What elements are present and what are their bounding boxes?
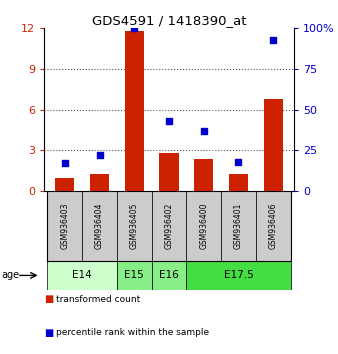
Text: transformed count: transformed count bbox=[56, 295, 140, 304]
Point bbox=[62, 161, 68, 166]
Bar bbox=[125, 31, 144, 191]
Text: percentile rank within the sample: percentile rank within the sample bbox=[56, 328, 209, 337]
Bar bbox=[117, 261, 152, 290]
Bar bbox=[47, 191, 291, 261]
Text: GSM936402: GSM936402 bbox=[165, 202, 173, 249]
Text: GSM936400: GSM936400 bbox=[199, 202, 208, 249]
Bar bbox=[194, 159, 213, 191]
Text: GSM936404: GSM936404 bbox=[95, 202, 104, 249]
Text: ■: ■ bbox=[44, 294, 53, 304]
Bar bbox=[152, 261, 186, 290]
Bar bbox=[264, 99, 283, 191]
Bar bbox=[117, 191, 152, 261]
Bar bbox=[160, 153, 178, 191]
Bar bbox=[47, 261, 117, 290]
Text: GSM936406: GSM936406 bbox=[269, 202, 278, 249]
Bar bbox=[221, 191, 256, 261]
Point bbox=[236, 159, 241, 165]
Text: E15: E15 bbox=[124, 270, 144, 280]
Text: E17.5: E17.5 bbox=[224, 270, 254, 280]
Text: GSM936401: GSM936401 bbox=[234, 202, 243, 249]
Bar bbox=[47, 191, 82, 261]
Bar bbox=[186, 261, 291, 290]
Bar bbox=[186, 191, 221, 261]
Text: GSM936403: GSM936403 bbox=[60, 202, 69, 249]
Bar bbox=[229, 173, 248, 191]
Title: GDS4591 / 1418390_at: GDS4591 / 1418390_at bbox=[92, 14, 246, 27]
Text: E14: E14 bbox=[72, 270, 92, 280]
Text: ■: ■ bbox=[44, 328, 53, 338]
Bar bbox=[82, 191, 117, 261]
Point bbox=[166, 118, 172, 124]
Text: age: age bbox=[2, 270, 20, 280]
Point bbox=[131, 25, 137, 31]
Point bbox=[270, 37, 276, 42]
Bar bbox=[152, 191, 186, 261]
Text: E16: E16 bbox=[159, 270, 179, 280]
Text: GSM936405: GSM936405 bbox=[130, 202, 139, 249]
Point bbox=[97, 153, 102, 158]
Bar bbox=[90, 173, 109, 191]
Point bbox=[201, 128, 207, 134]
Bar bbox=[256, 191, 291, 261]
Bar bbox=[55, 178, 74, 191]
